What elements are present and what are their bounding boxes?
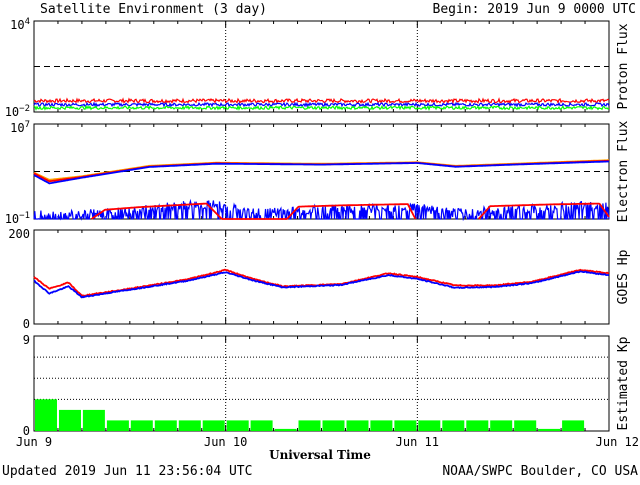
panel-frame [33,20,610,113]
y-tick-label-bottom: 0 [23,424,30,438]
proton-series-red [33,97,610,105]
y-tick-label-top: 200 [8,227,30,241]
x-tick-label: Jun 10 [204,435,247,449]
electron-series-5 [477,202,610,220]
panels: 104 10−2 Proton Flux 107 10−1 Electron Flux 20… [5,17,639,449]
panel-kp: 9 0 Estimated Kp [23,333,631,438]
kp-bar [226,420,249,431]
y-axis-label-hp: GOES Hp [616,249,631,304]
kp-bar [490,420,513,431]
y-tick-label-bottom: 10−1 [5,211,30,226]
electron-series-4 [91,202,417,220]
kp-bar [130,420,153,431]
y-tick-label-top: 104 [10,17,30,32]
kp-bar [394,420,417,431]
kp-bar [346,420,369,431]
x-tick-label: Jun 12 [596,435,639,449]
kp-bar [274,428,297,431]
y-tick-label-bottom: 0 [23,317,30,331]
x-tick-label: Jun 11 [396,435,439,449]
panel-electron: 107 10−1 Electron Flux [5,120,631,226]
kp-bar [250,420,273,431]
panel-proton: 104 10−2 Proton Flux [5,17,631,119]
y-tick-label-bottom: 10−2 [5,104,30,119]
y-tick-label-top: 9 [23,333,30,347]
kp-bar [370,420,393,431]
panel-hp: 200 0 GOES Hp [8,227,631,331]
kp-bar [154,420,177,431]
kp-bar [322,420,345,431]
y-axis-label-kp: Estimated Kp [616,336,631,430]
panel-frame [33,229,610,325]
proton-series-green [33,104,610,112]
hp-series-blue [33,270,610,299]
kp-bar [298,420,321,431]
kp-bar [562,420,585,431]
plot-title: Satellite Environment (3 day) [40,2,267,17]
updated-time: Updated 2019 Jun 11 23:56:04 UTC [2,464,252,479]
x-axis-label: Universal Time [269,448,371,462]
kp-bar [418,420,441,431]
kp-bar [59,409,81,431]
panel-frame [33,335,610,432]
electron-series-2 [33,160,609,185]
kp-bar [82,409,105,431]
x-tick-label: Jun 9 [16,435,52,449]
kp-bar [442,420,465,431]
begin-time: Begin: 2019 Jun 9 0000 UTC [433,2,637,17]
y-axis-label-proton: Proton Flux [616,23,631,109]
kp-bar [178,420,201,431]
kp-bar [538,428,561,431]
kp-bar [106,420,129,431]
hp-series-red [33,268,610,297]
electron-series-3 [33,198,610,222]
y-axis-label-electron: Electron Flux [616,120,631,222]
kp-bar [202,420,225,431]
kp-bar [35,399,57,431]
credit-text: NOAA/SWPC Boulder, CO USA [442,464,638,479]
y-tick-label-top: 107 [10,120,30,135]
kp-bar [514,420,537,431]
proton-series-blue [33,101,610,108]
kp-bar [466,420,489,431]
